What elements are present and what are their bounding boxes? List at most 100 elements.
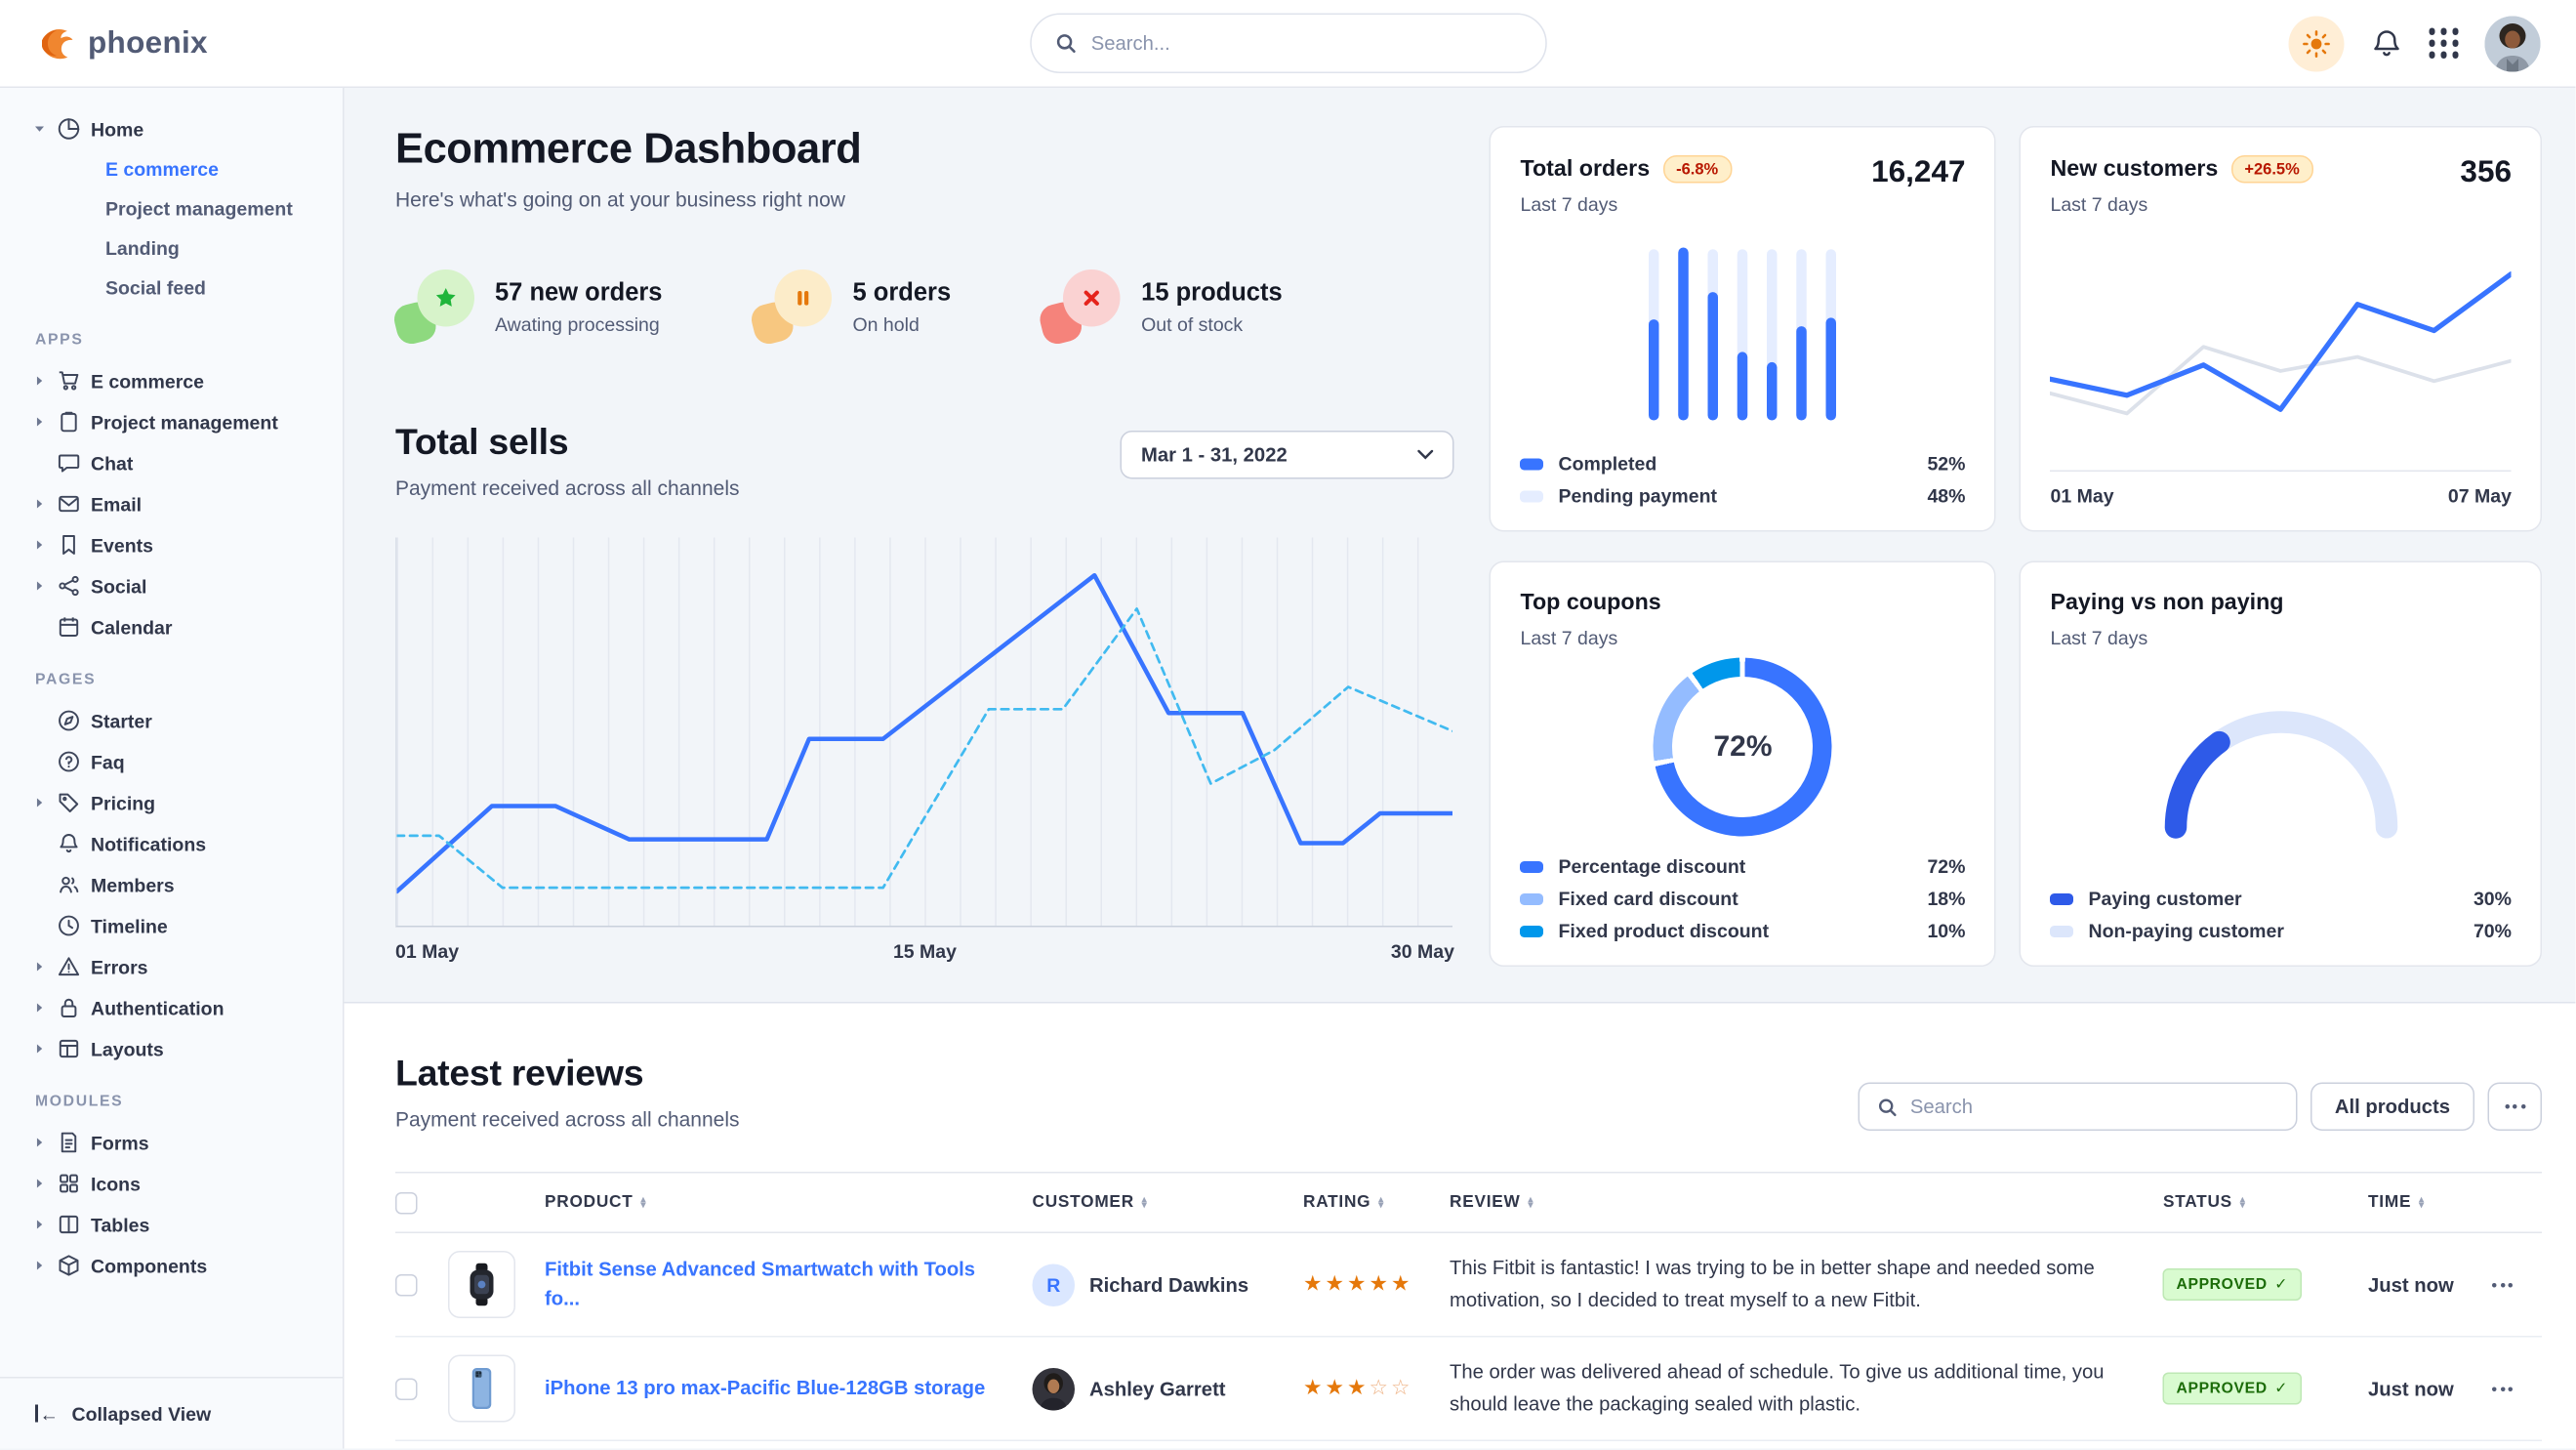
sidebar-item-timeline[interactable]: Timeline <box>20 905 328 946</box>
row-checkbox[interactable] <box>395 1273 418 1296</box>
legend-swatch-nonpaying <box>2050 925 2074 937</box>
sidebar-item-errors[interactable]: Errors <box>20 946 328 987</box>
new-customers-value: 356 <box>2460 155 2512 189</box>
column-header-time[interactable]: TIME ▴ ▾ <box>2367 1191 2426 1212</box>
column-header-product[interactable]: PRODUCT ▴ ▾ <box>545 1191 647 1212</box>
apps-grid-icon <box>2429 27 2459 59</box>
chat-bubble-icon <box>56 451 81 475</box>
search-input[interactable] <box>1090 32 1522 55</box>
customer-avatar-photo <box>1032 1367 1075 1410</box>
theme-toggle-button[interactable] <box>2288 15 2345 71</box>
collapse-arrow-icon: ← <box>35 1402 59 1425</box>
column-header-customer[interactable]: CUSTOMER ▴ ▾ <box>1032 1191 1148 1212</box>
grid-icon <box>56 1172 81 1195</box>
sidebar-item-forms[interactable]: Forms <box>20 1122 328 1163</box>
top-coupons-card: Top coupons Last 7 days 72% <box>1489 560 1996 967</box>
all-products-button[interactable]: All products <box>2310 1082 2475 1131</box>
total-sells-chart: 01 May 15 May 30 May <box>395 537 1454 963</box>
sidebar-item-pricing[interactable]: Pricing <box>20 782 328 823</box>
sidebar-item-social-feed[interactable]: Social feed <box>105 276 206 300</box>
calendar-icon <box>56 615 81 639</box>
sidebar-item-members[interactable]: Members <box>20 864 328 905</box>
sun-icon <box>2302 28 2331 58</box>
chevron-right-icon <box>32 539 46 551</box>
sidebar-item-project-management-app[interactable]: Project management <box>20 401 328 442</box>
trend-badge: +26.5% <box>2230 155 2313 184</box>
legend-item: Paying customer 30% <box>2050 888 2512 910</box>
sidebar-item-ecommerce[interactable]: E commerce <box>105 158 219 181</box>
column-header-status[interactable]: STATUS ▴ ▾ <box>2162 1191 2246 1212</box>
sidebar-item-components[interactable]: Components <box>20 1245 328 1286</box>
reviews-search-input[interactable] <box>1909 1096 2278 1118</box>
total-orders-value: 16,247 <box>1871 155 1966 189</box>
brand-logo[interactable]: phoenix <box>35 25 208 62</box>
file-text-icon <box>56 1131 81 1154</box>
sidebar-item-faq[interactable]: Faq <box>20 741 328 782</box>
product-image-iphone <box>448 1354 515 1423</box>
legend-item: Non-paying customer 70% <box>2050 920 2512 942</box>
sidebar-item-starter[interactable]: Starter <box>20 700 328 741</box>
sidebar-item-project-management[interactable]: Project management <box>105 197 293 221</box>
row-checkbox[interactable] <box>395 1377 418 1400</box>
review-row: iPhone 13 pro max-Pacific Blue-128GB sto… <box>395 1338 2543 1441</box>
product-link[interactable]: iPhone 13 pro max-Pacific Blue-128GB sto… <box>545 1377 986 1399</box>
sidebar-item-ecommerce-app[interactable]: E commerce <box>20 360 328 401</box>
sidebar-item-chat[interactable]: Chat <box>20 442 328 483</box>
legend-swatch-paying <box>2050 892 2074 905</box>
page-title: Ecommerce Dashboard <box>395 126 862 173</box>
sidebar-item-notifications[interactable]: Notifications <box>20 823 328 864</box>
column-header-rating[interactable]: RATING ▴ ▾ <box>1303 1191 1385 1212</box>
check-icon: ✓ <box>2274 1275 2289 1294</box>
chevron-right-icon <box>32 1178 46 1189</box>
sidebar-item-icons[interactable]: Icons <box>20 1163 328 1204</box>
legend-item: Percentage discount 72% <box>1520 855 1965 878</box>
legend-item: Fixed product discount 10% <box>1520 920 1965 942</box>
product-link[interactable]: Fitbit Sense Advanced Smartwatch with To… <box>545 1259 976 1309</box>
sidebar-item-layouts[interactable]: Layouts <box>20 1028 328 1069</box>
row-actions-button[interactable] <box>2492 1282 2542 1287</box>
chevron-right-icon <box>32 1219 46 1230</box>
legend-swatch-fixed-product <box>1520 925 1544 937</box>
lock-icon <box>56 996 81 1019</box>
sidebar-item-social[interactable]: Social <box>20 565 328 606</box>
date-range-select[interactable]: Mar 1 - 31, 2022 <box>1120 431 1454 479</box>
bookmark-icon <box>56 533 81 557</box>
notifications-button[interactable] <box>2370 27 2402 60</box>
box-icon <box>56 1254 81 1277</box>
stat-new-orders: 57 new orders Awating processing <box>390 269 662 348</box>
search-icon <box>1876 1097 1897 1117</box>
sidebar-item-home[interactable]: Home <box>20 108 328 149</box>
sidebar-item-landing[interactable]: Landing <box>105 237 180 260</box>
customer-cell: Ashley Garrett <box>1032 1367 1304 1410</box>
sidebar-item-authentication[interactable]: Authentication <box>20 987 328 1028</box>
pie-chart-icon <box>56 117 81 141</box>
bell-icon <box>2370 27 2402 60</box>
x-axis-label: 30 May <box>1390 940 1454 963</box>
latest-reviews-section: Latest reviews Payment received across a… <box>344 1002 2576 1449</box>
reviews-search[interactable] <box>1857 1082 2297 1131</box>
user-avatar[interactable] <box>2484 15 2541 71</box>
row-actions-button[interactable] <box>2492 1386 2542 1391</box>
global-search[interactable] <box>1029 13 1547 73</box>
sidebar-item-tables[interactable]: Tables <box>20 1204 328 1245</box>
column-header-review[interactable]: REVIEW ▴ ▾ <box>1450 1191 1534 1212</box>
legend-swatch-fixed-card <box>1520 892 1544 905</box>
reviews-subtitle: Payment received across all channels <box>395 1107 740 1131</box>
review-row-partial <box>395 1441 2542 1449</box>
sidebar-item-events[interactable]: Events <box>20 524 328 565</box>
more-options-button[interactable] <box>2487 1082 2543 1131</box>
sidebar-item-email[interactable]: Email <box>20 483 328 524</box>
dashboard-top-section: Ecommerce Dashboard Here's what's going … <box>344 88 2576 1002</box>
select-all-checkbox[interactable] <box>395 1191 418 1214</box>
collapse-sidebar-button[interactable]: ← Collapsed View <box>0 1377 343 1449</box>
coupons-donut-chart: 72% <box>1653 657 1832 837</box>
review-row: Fitbit Sense Advanced Smartwatch with To… <box>395 1233 2543 1338</box>
review-time: Just now <box>2367 1273 2454 1296</box>
apps-menu-button[interactable] <box>2429 27 2459 59</box>
check-icon: ✓ <box>2274 1380 2289 1397</box>
review-text: This Fitbit is fantastic! I was trying t… <box>1450 1256 2095 1311</box>
sidebar-item-calendar[interactable]: Calendar <box>20 606 328 647</box>
stat-out-of-stock: 15 products Out of stock <box>1037 269 1283 348</box>
legend-swatch-completed <box>1520 457 1544 470</box>
